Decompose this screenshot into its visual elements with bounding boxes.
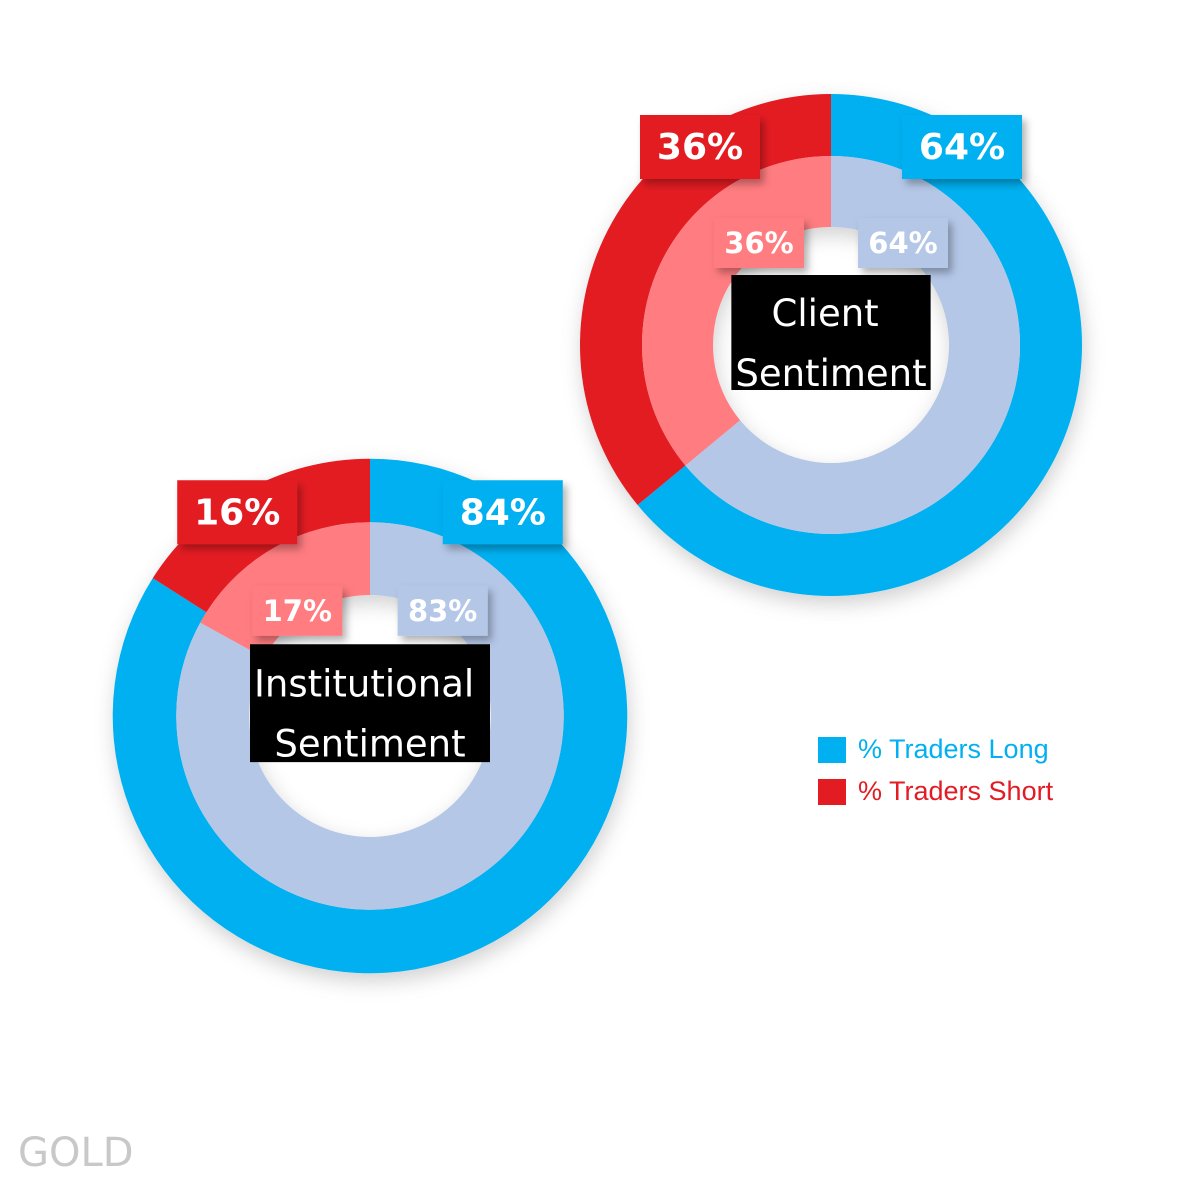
asset-label: GOLD [18, 1130, 134, 1176]
value-label-bg [252, 585, 343, 636]
value-label-box [714, 218, 804, 268]
value-label-bg [902, 115, 1022, 179]
value-label-box [902, 115, 1022, 179]
value-label-box [177, 480, 298, 545]
value-label: 36% [657, 127, 743, 168]
value-label: 84% [460, 492, 546, 533]
legend-label: % Traders Long [858, 734, 1049, 764]
value-label-box [397, 585, 488, 636]
value-label: 16% [194, 492, 280, 533]
value-label: 36% [724, 226, 793, 260]
value-label: 64% [919, 127, 1005, 168]
value-label: 17% [263, 594, 332, 628]
chart-title: Institutional Sentiment [254, 662, 486, 765]
ring-segment [637, 94, 1082, 597]
value-label-box [442, 480, 563, 545]
value-label-bg [714, 218, 804, 268]
value-label-bg [177, 480, 298, 545]
ring-segment [580, 93, 831, 505]
legend-swatch [818, 779, 846, 805]
title-group: Client Sentiment [731, 275, 931, 395]
value-label-box [858, 218, 948, 268]
value-label-bg [442, 480, 563, 545]
value-label-box [252, 585, 343, 636]
title-bg [250, 644, 490, 763]
legend-label: % Traders Short [858, 776, 1054, 806]
value-label: 64% [868, 226, 937, 260]
value-label-bg [397, 585, 488, 636]
value-label-bg [858, 218, 948, 268]
value-label: 83% [408, 594, 477, 628]
legend-swatch [818, 737, 846, 763]
value-label-box [640, 115, 760, 179]
value-label-bg [640, 115, 760, 179]
chart-title: Client Sentiment [735, 292, 926, 395]
title-group: Institutional Sentiment [250, 644, 490, 765]
title-bg [731, 275, 931, 390]
